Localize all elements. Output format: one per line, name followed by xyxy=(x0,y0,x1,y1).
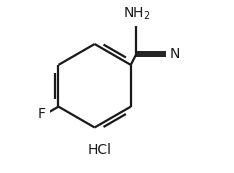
Text: HCl: HCl xyxy=(88,143,112,157)
Text: N: N xyxy=(169,47,179,61)
Text: NH$_2$: NH$_2$ xyxy=(123,6,150,22)
Text: F: F xyxy=(37,107,45,121)
